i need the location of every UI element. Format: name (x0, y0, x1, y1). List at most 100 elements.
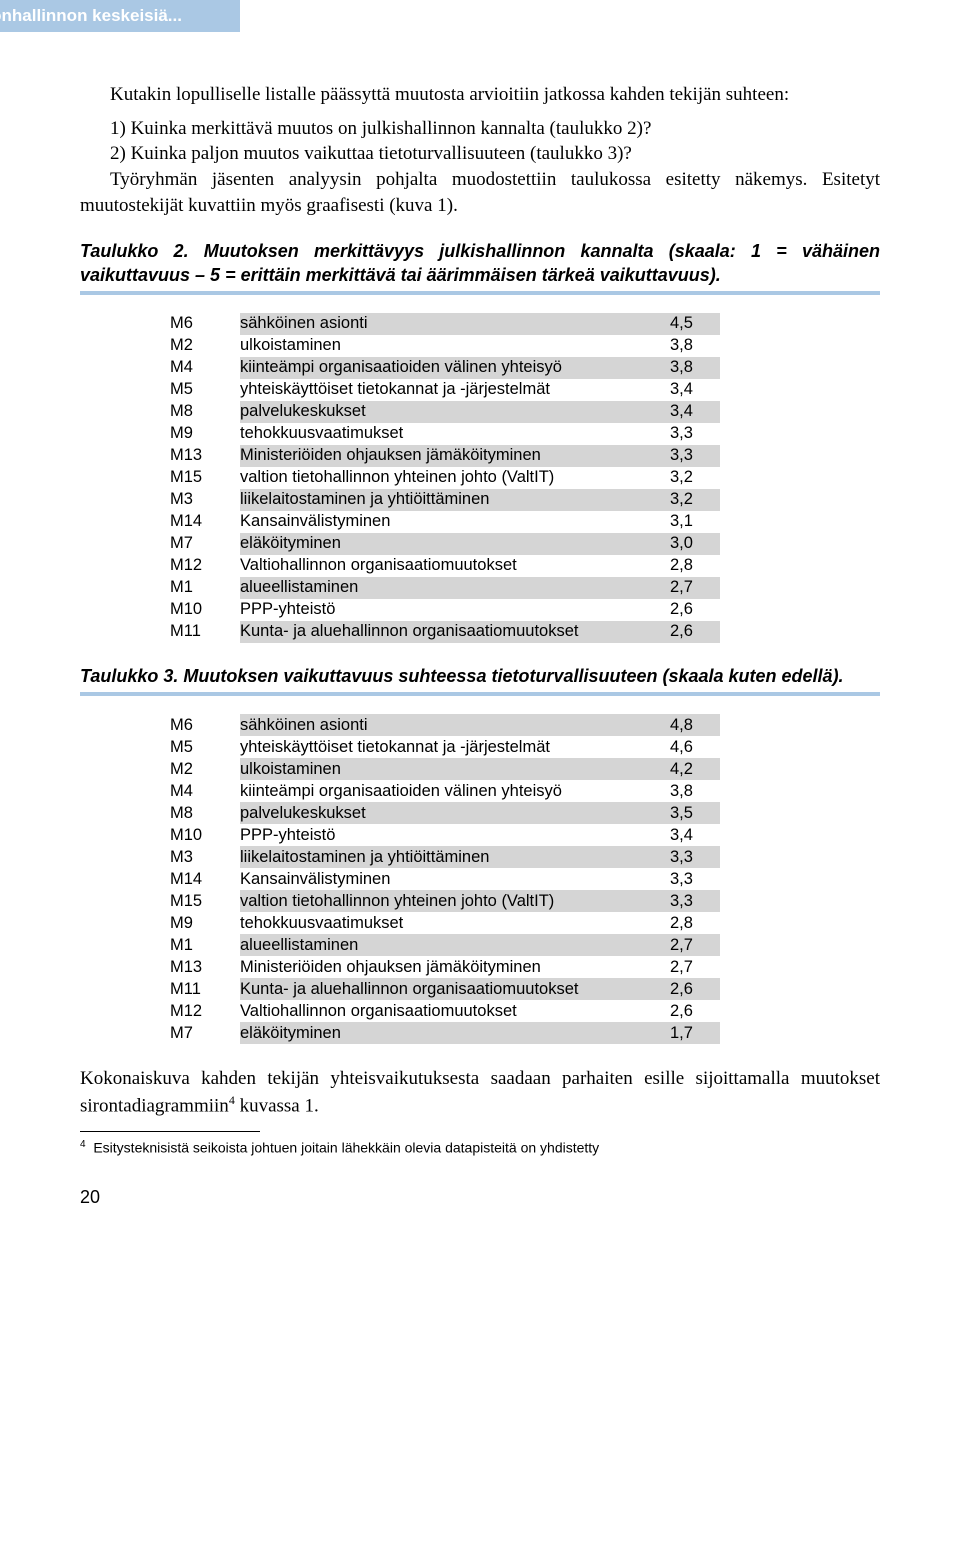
row-desc: yhteiskäyttöiset tietokannat ja -järjest… (240, 736, 670, 758)
row-code: M7 (170, 533, 240, 555)
table-row: M7eläköityminen3,0 (170, 533, 720, 555)
row-value: 3,4 (670, 824, 720, 846)
row-value: 4,5 (670, 313, 720, 335)
table-row: M9tehokkuusvaatimukset3,3 (170, 423, 720, 445)
row-desc: eläköityminen (240, 533, 670, 555)
list-item-2: 2) Kuinka paljon muutos vaikuttaa tietot… (80, 141, 880, 167)
row-desc: PPP-yhteistö (240, 599, 670, 621)
row-code: M9 (170, 912, 240, 934)
conclusion-part-b: kuvassa 1. (235, 1095, 319, 1116)
row-desc: liikelaitostaminen ja yhtiöittäminen (240, 489, 670, 511)
row-desc: kiinteämpi organisaatioiden välinen yhte… (240, 780, 670, 802)
conclusion-part-a: Kokonaiskuva kahden tekijän yhteisvaikut… (80, 1068, 880, 1116)
table-row: M10PPP-yhteistö2,6 (170, 599, 720, 621)
footnote-number: 4 (80, 1139, 86, 1150)
row-value: 2,7 (670, 934, 720, 956)
row-value: 3,4 (670, 379, 720, 401)
row-value: 3,8 (670, 335, 720, 357)
row-value: 4,2 (670, 758, 720, 780)
section-header-tab: 3 Valtionhallinnon keskeisiä... (0, 0, 240, 32)
row-value: 3,4 (670, 401, 720, 423)
row-value: 2,6 (670, 1000, 720, 1022)
table-row: M14Kansainvälistyminen3,3 (170, 868, 720, 890)
row-desc: sähköinen asionti (240, 313, 670, 335)
row-desc: Valtiohallinnon organisaatiomuutokset (240, 555, 670, 577)
table3-caption: Taulukko 3. Muutoksen vaikuttavuus suhte… (80, 665, 880, 688)
row-code: M14 (170, 868, 240, 890)
row-value: 2,6 (670, 599, 720, 621)
row-code: M3 (170, 846, 240, 868)
row-desc: Kansainvälistyminen (240, 511, 670, 533)
table-row: M2ulkoistaminen4,2 (170, 758, 720, 780)
paragraph-intro: Kutakin lopulliselle listalle päässyttä … (80, 82, 880, 108)
row-value: 3,2 (670, 489, 720, 511)
row-value: 4,6 (670, 736, 720, 758)
table-row: M11Kunta- ja aluehallinnon organisaatiom… (170, 978, 720, 1000)
table-row: M13Ministeriöiden ohjauksen jämäköitymin… (170, 445, 720, 467)
table-row: M15valtion tietohallinnon yhteinen johto… (170, 890, 720, 912)
row-desc: palvelukeskukset (240, 401, 670, 423)
row-code: M4 (170, 780, 240, 802)
row-desc: valtion tietohallinnon yhteinen johto (V… (240, 890, 670, 912)
row-value: 3,3 (670, 846, 720, 868)
row-desc: tehokkuusvaatimukset (240, 912, 670, 934)
table-row: M12Valtiohallinnon organisaatiomuutokset… (170, 555, 720, 577)
row-code: M13 (170, 956, 240, 978)
row-value: 3,8 (670, 357, 720, 379)
row-desc: sähköinen asionti (240, 714, 670, 736)
row-desc: Ministeriöiden ohjauksen jämäköityminen (240, 956, 670, 978)
table-row: M11Kunta- ja aluehallinnon organisaatiom… (170, 621, 720, 643)
table-row: M3liikelaitostaminen ja yhtiöittäminen3,… (170, 846, 720, 868)
paragraph-conclusion: Kokonaiskuva kahden tekijän yhteisvaikut… (80, 1066, 880, 1119)
row-code: M2 (170, 758, 240, 780)
footnote: 4 Esitysteknisistä seikoista johtuen joi… (80, 1138, 880, 1157)
row-code: M9 (170, 423, 240, 445)
row-value: 2,8 (670, 912, 720, 934)
footnote-text: Esitysteknisistä seikoista johtuen joita… (93, 1140, 599, 1156)
table-row: M1alueellistaminen2,7 (170, 934, 720, 956)
row-desc: valtion tietohallinnon yhteinen johto (V… (240, 467, 670, 489)
row-desc: kiinteämpi organisaatioiden välinen yhte… (240, 357, 670, 379)
row-desc: ulkoistaminen (240, 335, 670, 357)
row-value: 3,0 (670, 533, 720, 555)
row-code: M15 (170, 467, 240, 489)
row-value: 3,3 (670, 868, 720, 890)
table-row: M8palvelukeskukset3,4 (170, 401, 720, 423)
row-value: 3,2 (670, 467, 720, 489)
list-item-1: 1) Kuinka merkittävä muutos on julkishal… (80, 116, 880, 142)
row-value: 4,8 (670, 714, 720, 736)
row-code: M3 (170, 489, 240, 511)
row-code: M11 (170, 978, 240, 1000)
row-desc: ulkoistaminen (240, 758, 670, 780)
table-row: M9tehokkuusvaatimukset2,8 (170, 912, 720, 934)
table-row: M15valtion tietohallinnon yhteinen johto… (170, 467, 720, 489)
table-row: M4kiinteämpi organisaatioiden välinen yh… (170, 357, 720, 379)
table-row: M1alueellistaminen2,7 (170, 577, 720, 599)
row-value: 3,3 (670, 890, 720, 912)
row-code: M8 (170, 401, 240, 423)
table3: M6sähköinen asionti4,8M5yhteiskäyttöiset… (170, 714, 720, 1044)
row-desc: Kansainvälistyminen (240, 868, 670, 890)
row-value: 3,8 (670, 780, 720, 802)
row-desc: PPP-yhteistö (240, 824, 670, 846)
row-code: M6 (170, 313, 240, 335)
row-code: M7 (170, 1022, 240, 1044)
table-row: M14Kansainvälistyminen3,1 (170, 511, 720, 533)
table-row: M8palvelukeskukset3,5 (170, 802, 720, 824)
row-desc: alueellistaminen (240, 934, 670, 956)
row-desc: alueellistaminen (240, 577, 670, 599)
table-row: M6sähköinen asionti4,5 (170, 313, 720, 335)
row-desc: liikelaitostaminen ja yhtiöittäminen (240, 846, 670, 868)
table-row: M13Ministeriöiden ohjauksen jämäköitymin… (170, 956, 720, 978)
row-desc: eläköityminen (240, 1022, 670, 1044)
row-value: 3,3 (670, 423, 720, 445)
page-number: 20 (80, 1187, 880, 1208)
table-row: M7eläköityminen1,7 (170, 1022, 720, 1044)
row-code: M1 (170, 577, 240, 599)
row-value: 2,6 (670, 621, 720, 643)
table-row: M6sähköinen asionti4,8 (170, 714, 720, 736)
row-code: M10 (170, 599, 240, 621)
row-value: 1,7 (670, 1022, 720, 1044)
row-code: M11 (170, 621, 240, 643)
table-row: M10PPP-yhteistö3,4 (170, 824, 720, 846)
